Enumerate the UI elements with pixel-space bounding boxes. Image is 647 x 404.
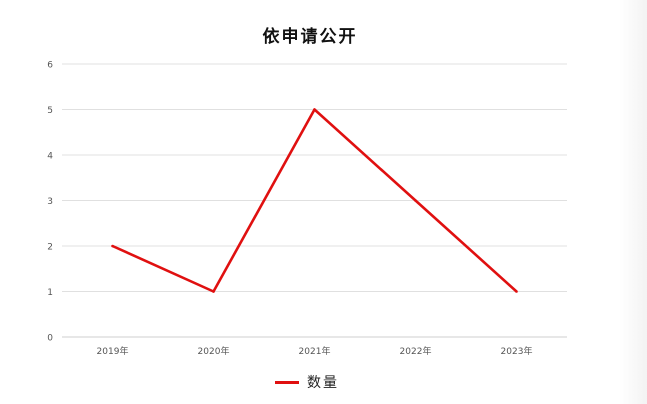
y-tick-label: 3 <box>47 197 53 207</box>
x-tick-label: 2021年 <box>299 345 331 357</box>
data-point <box>515 290 518 293</box>
y-tick-label: 4 <box>47 152 53 162</box>
legend: 数量 <box>275 372 339 392</box>
x-tick-label: 2023年 <box>501 345 533 357</box>
legend-label: 数量 <box>307 375 339 391</box>
window-edge <box>619 0 647 404</box>
chart-title: 依申请公开 <box>262 27 358 47</box>
y-tick-label: 0 <box>47 334 53 344</box>
x-tick-label: 2022年 <box>400 345 432 357</box>
y-tick-label: 5 <box>47 106 53 116</box>
y-tick-label: 2 <box>47 243 53 253</box>
y-tick-label: 1 <box>47 288 53 298</box>
data-point <box>111 244 114 248</box>
y-tick-label: 6 <box>47 61 53 71</box>
x-tick-label: 2020年 <box>198 345 230 357</box>
legend-swatch <box>275 380 299 384</box>
data-point <box>212 290 215 293</box>
data-point <box>414 199 417 202</box>
x-tick-label: 2019年 <box>97 345 129 357</box>
data-point <box>313 108 316 111</box>
